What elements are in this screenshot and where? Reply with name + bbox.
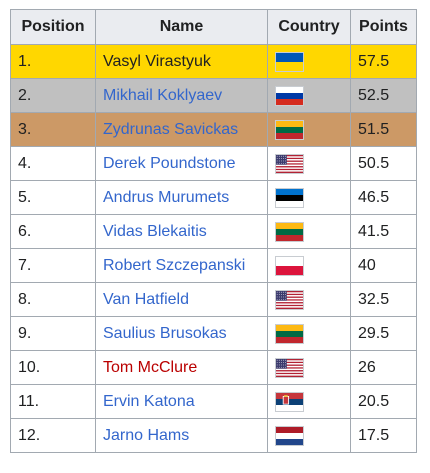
name-cell: Jarno Hams <box>95 418 268 453</box>
lithuania-flag-icon[interactable] <box>275 323 304 344</box>
athlete-name-link[interactable]: Robert Szczepanski <box>103 256 246 274</box>
position-cell: 10. <box>10 350 96 385</box>
table-row: 6. Vidas Blekaitis 41.5 <box>10 214 417 249</box>
name-cell: Tom McClure <box>95 350 268 385</box>
name-cell: Saulius Brusokas <box>95 316 268 351</box>
position-cell: 9. <box>10 316 96 351</box>
usa-flag-icon[interactable] <box>275 153 304 174</box>
table-row: 10. Tom McClure 26 <box>10 350 417 385</box>
position-cell: 2. <box>10 78 96 113</box>
name-cell: Robert Szczepanski <box>95 248 268 283</box>
points-cell: 41.5 <box>350 214 417 249</box>
athlete-name-link[interactable]: Saulius Brusokas <box>103 324 227 342</box>
table-row: 7. Robert Szczepanski 40 <box>10 248 417 283</box>
position-cell: 7. <box>10 248 96 283</box>
country-cell <box>267 316 351 351</box>
name-cell: Ervin Katona <box>95 384 268 419</box>
points-cell: 50.5 <box>350 146 417 181</box>
netherlands-flag-icon[interactable] <box>275 425 304 446</box>
name-cell: Derek Poundstone <box>95 146 268 181</box>
country-cell <box>267 248 351 283</box>
country-cell <box>267 350 351 385</box>
points-cell: 46.5 <box>350 180 417 215</box>
header-points: Points <box>350 9 417 45</box>
athlete-name-link[interactable]: Mikhail Koklyaev <box>103 86 223 104</box>
points-cell: 17.5 <box>350 418 417 453</box>
lithuania-flag-icon[interactable] <box>275 119 304 140</box>
athlete-name-link[interactable]: Tom McClure <box>103 358 198 376</box>
table-row: 5. Andrus Murumets 46.5 <box>10 180 417 215</box>
position-cell: 4. <box>10 146 96 181</box>
points-cell: 57.5 <box>350 44 417 79</box>
country-cell <box>267 282 351 317</box>
table-row: 3. Zydrunas Savickas 51.5 <box>10 112 417 147</box>
points-cell: 51.5 <box>350 112 417 147</box>
table-row: 4. Derek Poundstone 50.5 <box>10 146 417 181</box>
header-name: Name <box>95 9 268 45</box>
country-cell <box>267 418 351 453</box>
country-cell <box>267 180 351 215</box>
country-cell <box>267 384 351 419</box>
athlete-name-link[interactable]: Derek Poundstone <box>103 154 236 172</box>
position-cell: 12. <box>10 418 96 453</box>
name-cell: Mikhail Koklyaev <box>95 78 268 113</box>
position-cell: 3. <box>10 112 96 147</box>
name-cell: Andrus Murumets <box>95 180 268 215</box>
name-cell: Vasyl Virastyuk <box>95 44 268 79</box>
position-cell: 1. <box>10 44 96 79</box>
position-cell: 8. <box>10 282 96 317</box>
usa-flag-icon[interactable] <box>275 289 304 310</box>
points-cell: 52.5 <box>350 78 417 113</box>
header-position: Position <box>10 9 96 45</box>
athlete-name-link[interactable]: Ervin Katona <box>103 392 195 410</box>
header-country: Country <box>267 9 351 45</box>
russia-flag-icon[interactable] <box>275 85 304 106</box>
points-cell: 26 <box>350 350 417 385</box>
athlete-name-link[interactable]: Zydrunas Savickas <box>103 120 239 138</box>
athlete-name-link[interactable]: Andrus Murumets <box>103 188 230 206</box>
table-row: 12. Jarno Hams 17.5 <box>10 418 417 453</box>
table-row: 9. Saulius Brusokas 29.5 <box>10 316 417 351</box>
usa-flag-icon[interactable] <box>275 357 304 378</box>
athlete-name-link[interactable]: Van Hatfield <box>103 290 189 308</box>
position-cell: 11. <box>10 384 96 419</box>
poland-flag-icon[interactable] <box>275 255 304 276</box>
points-cell: 32.5 <box>350 282 417 317</box>
country-cell <box>267 214 351 249</box>
table-row: 8. Van Hatfield 32.5 <box>10 282 417 317</box>
header-row: Position Name Country Points <box>10 9 417 45</box>
name-cell: Vidas Blekaitis <box>95 214 268 249</box>
name-cell: Zydrunas Savickas <box>95 112 268 147</box>
ukraine-flag-icon[interactable] <box>275 51 304 72</box>
position-cell: 6. <box>10 214 96 249</box>
athlete-name-link[interactable]: Jarno Hams <box>103 426 190 444</box>
country-cell <box>267 44 351 79</box>
points-cell: 20.5 <box>350 384 417 419</box>
athlete-name: Vasyl Virastyuk <box>103 52 211 70</box>
serbia-flag-icon[interactable] <box>275 391 304 412</box>
standings-table: Position Name Country Points 1. Vasyl Vir… <box>10 9 417 453</box>
country-cell <box>267 146 351 181</box>
lithuania-flag-icon[interactable] <box>275 221 304 242</box>
position-cell: 5. <box>10 180 96 215</box>
points-cell: 40 <box>350 248 417 283</box>
points-cell: 29.5 <box>350 316 417 351</box>
table-row: 11. Ervin Katona 20.5 <box>10 384 417 419</box>
table-row: 1. Vasyl Virastyuk 57.5 <box>10 44 417 79</box>
table-row: 2. Mikhail Koklyaev 52.5 <box>10 78 417 113</box>
country-cell <box>267 78 351 113</box>
name-cell: Van Hatfield <box>95 282 268 317</box>
athlete-name-link[interactable]: Vidas Blekaitis <box>103 222 207 240</box>
estonia-flag-icon[interactable] <box>275 187 304 208</box>
country-cell <box>267 112 351 147</box>
